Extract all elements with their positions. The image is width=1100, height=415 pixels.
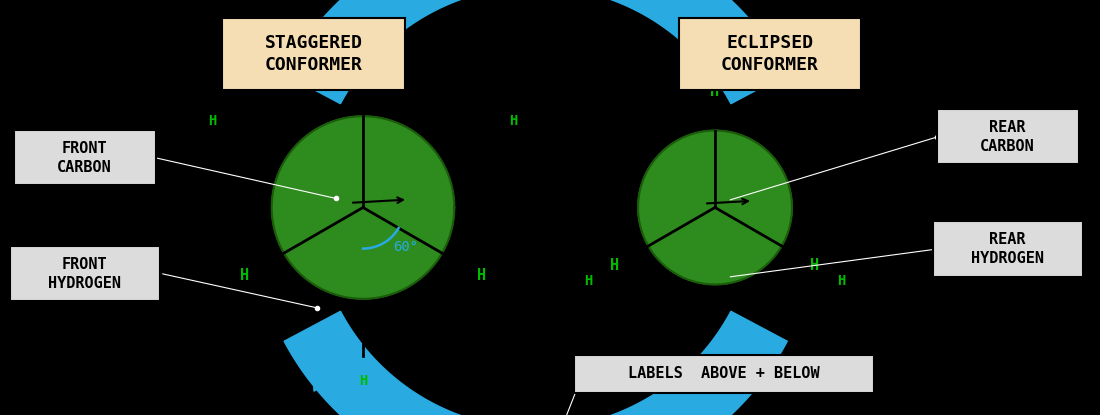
Text: H: H xyxy=(584,273,593,288)
Text: H: H xyxy=(711,54,719,68)
FancyBboxPatch shape xyxy=(10,247,160,301)
Text: H: H xyxy=(711,85,719,100)
Polygon shape xyxy=(706,24,759,89)
Text: H: H xyxy=(837,273,846,288)
Text: H: H xyxy=(359,374,367,388)
FancyBboxPatch shape xyxy=(679,18,861,90)
Polygon shape xyxy=(284,311,788,415)
Text: H: H xyxy=(610,258,619,273)
FancyBboxPatch shape xyxy=(933,222,1082,276)
Text: H: H xyxy=(477,269,486,283)
Polygon shape xyxy=(272,116,454,299)
Polygon shape xyxy=(638,130,792,285)
Text: LABELS  ABOVE + BELOW: LABELS ABOVE + BELOW xyxy=(628,366,820,381)
Text: FRONT
HYDROGEN: FRONT HYDROGEN xyxy=(48,257,121,290)
Text: REAR
CARBON: REAR CARBON xyxy=(980,120,1035,154)
Text: H: H xyxy=(240,269,249,283)
FancyBboxPatch shape xyxy=(13,130,156,185)
Text: H: H xyxy=(359,63,367,78)
Text: REAR
HYDROGEN: REAR HYDROGEN xyxy=(971,232,1044,266)
FancyBboxPatch shape xyxy=(222,18,405,90)
Text: H: H xyxy=(209,114,217,128)
Text: FRONT
CARBON: FRONT CARBON xyxy=(57,141,112,174)
Text: H: H xyxy=(509,114,517,128)
Text: STAGGERED
CONFORMER: STAGGERED CONFORMER xyxy=(265,34,362,74)
Text: 60°: 60° xyxy=(393,240,418,254)
FancyBboxPatch shape xyxy=(936,110,1079,164)
Text: H: H xyxy=(811,258,819,273)
Polygon shape xyxy=(284,0,788,104)
Polygon shape xyxy=(312,326,365,391)
FancyBboxPatch shape xyxy=(574,354,873,393)
Text: ECLIPSED
CONFORMER: ECLIPSED CONFORMER xyxy=(722,34,818,74)
